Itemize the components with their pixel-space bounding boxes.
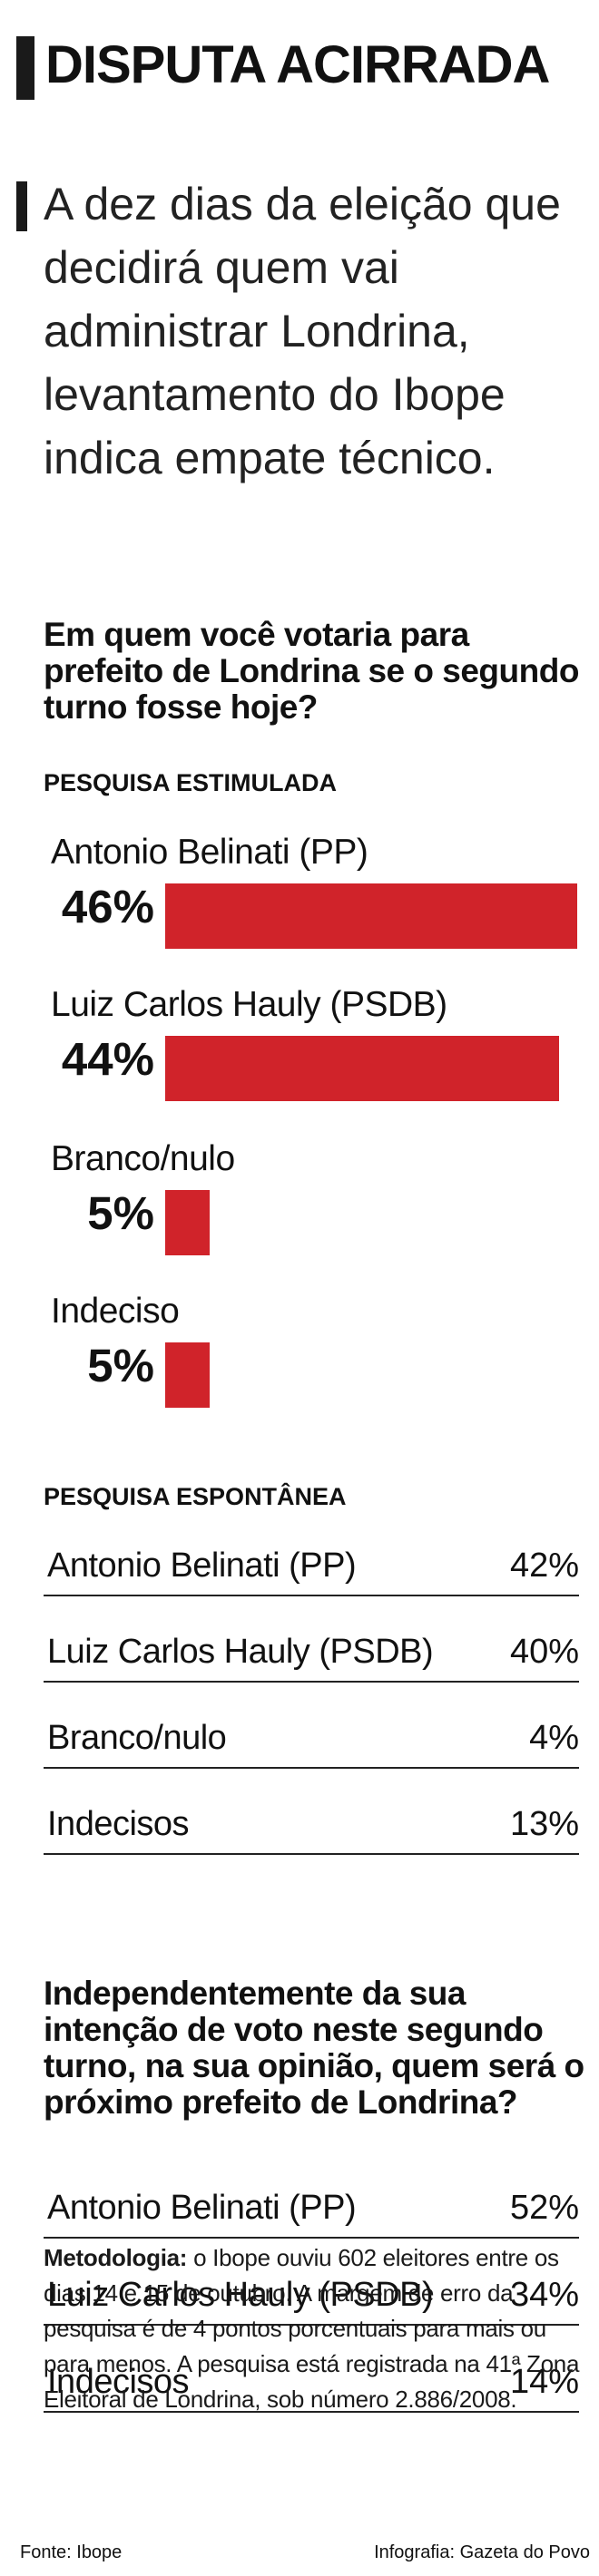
bar <box>165 883 577 949</box>
bar <box>165 1342 210 1408</box>
infographic-credit: Infografia: Gazeta do Povo <box>374 2542 590 2562</box>
lede-text: A dez dias da eleição que decidirá quem … <box>44 179 561 483</box>
source-credit: Fonte: Ibope <box>20 2542 123 2562</box>
row-name: Antonio Belinati (PP) <box>47 2189 357 2227</box>
row-name: Luiz Carlos Hauly (PSDB) <box>47 2276 434 2314</box>
bar-label: Indeciso <box>51 1292 180 1331</box>
table-row: Luiz Carlos Hauly (PSDB) 34% <box>44 2239 579 2326</box>
bar-value-label: 46% <box>61 881 154 932</box>
table-row: Indecisos 14% <box>44 2326 579 2413</box>
row-value: 40% <box>509 1633 579 1671</box>
table-row: Branco/nulo 4% <box>44 1683 579 1769</box>
table-row: Luiz Carlos Hauly (PSDB) 40% <box>44 1596 579 1683</box>
row-name: Indecisos <box>47 2363 190 2401</box>
methodology-note: Metodologia: o Ibope ouviu 602 eleitores… <box>44 2240 588 2417</box>
bar <box>165 1190 210 1255</box>
row-value: 14% <box>509 2363 579 2401</box>
bar-label: Luiz Carlos Hauly (PSDB) <box>51 985 447 1024</box>
row-name: Antonio Belinati (PP) <box>47 1547 357 1585</box>
bar-label: Antonio Belinati (PP) <box>51 833 368 872</box>
title-accent-bar <box>16 36 34 100</box>
question-2: Independentemente da sua intenção de vot… <box>44 1975 584 2121</box>
methodology-text: o Ibope ouviu 602 eleitores entre os dia… <box>44 2244 580 2413</box>
bar-value-label: 5% <box>87 1187 154 1239</box>
row-name: Branco/nulo <box>47 1719 227 1757</box>
bar-value-label: 44% <box>61 1033 154 1085</box>
page-title: DISPUTA ACIRRADA <box>45 35 550 94</box>
row-name: Luiz Carlos Hauly (PSDB) <box>47 1633 434 1671</box>
bar-value-label: 5% <box>87 1340 154 1391</box>
table-row: Antonio Belinati (PP) 42% <box>44 1510 579 1596</box>
row-value: 34% <box>509 2276 579 2314</box>
row-value: 42% <box>509 1547 579 1585</box>
question-1: Em quem você votaria para prefeito de Lo… <box>44 616 579 726</box>
row-value: 52% <box>509 2189 579 2227</box>
row-value: 4% <box>529 1719 579 1757</box>
row-value: 13% <box>509 1805 579 1843</box>
methodology-label: Metodologia: <box>44 2244 188 2271</box>
stimulated-survey-label: PESQUISA ESTIMULADA <box>44 769 338 796</box>
lede-accent-bar <box>16 181 27 231</box>
bar <box>165 1036 559 1101</box>
row-name: Indecisos <box>47 1805 190 1843</box>
spontaneous-survey-label: PESQUISA ESPONTÂNEA <box>44 1483 347 1510</box>
table-row: Indecisos 13% <box>44 1769 579 1855</box>
table-row: Antonio Belinati (PP) 52% <box>44 2152 579 2239</box>
bar-label: Branco/nulo <box>51 1139 235 1178</box>
